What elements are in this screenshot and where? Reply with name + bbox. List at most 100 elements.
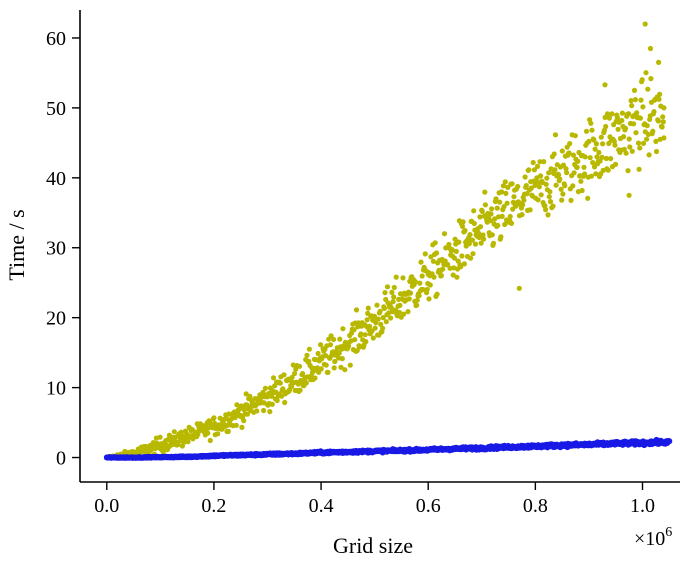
y-tick-label: 30 bbox=[46, 238, 66, 260]
data-point bbox=[315, 350, 321, 357]
data-point bbox=[651, 109, 657, 115]
data-point bbox=[560, 191, 566, 197]
data-point bbox=[380, 315, 386, 321]
data-point bbox=[300, 371, 306, 377]
data-point bbox=[643, 70, 649, 76]
data-point bbox=[470, 251, 476, 257]
data-point bbox=[508, 220, 515, 226]
data-point bbox=[445, 261, 451, 268]
data-point bbox=[476, 234, 482, 241]
x-tick-label: 0.8 bbox=[523, 495, 548, 517]
data-point bbox=[587, 155, 593, 161]
data-point bbox=[303, 380, 309, 386]
data-point bbox=[489, 232, 495, 238]
data-point bbox=[312, 375, 318, 381]
data-point bbox=[497, 199, 503, 205]
data-point bbox=[642, 21, 648, 27]
data-point bbox=[433, 250, 440, 256]
data-point bbox=[381, 305, 387, 311]
data-point bbox=[493, 196, 499, 202]
data-point bbox=[657, 91, 663, 97]
data-point bbox=[538, 192, 544, 198]
data-point bbox=[499, 213, 505, 219]
data-point bbox=[562, 183, 568, 189]
data-point bbox=[622, 125, 629, 131]
data-point bbox=[499, 189, 505, 195]
data-point bbox=[581, 164, 587, 170]
data-point bbox=[375, 316, 381, 322]
data-point bbox=[362, 332, 368, 338]
data-point bbox=[185, 439, 191, 445]
y-tick-label: 40 bbox=[46, 168, 66, 190]
data-point bbox=[608, 156, 614, 162]
data-point bbox=[633, 130, 639, 136]
data-point bbox=[262, 385, 268, 391]
data-point bbox=[505, 184, 511, 190]
data-point bbox=[647, 45, 654, 52]
data-point bbox=[559, 197, 565, 203]
data-point bbox=[225, 428, 231, 434]
data-point bbox=[511, 194, 517, 200]
data-point bbox=[632, 97, 639, 103]
data-point bbox=[233, 422, 239, 428]
data-point bbox=[495, 222, 501, 228]
data-point bbox=[619, 110, 626, 116]
y-tick-label: 20 bbox=[46, 308, 66, 330]
data-point bbox=[644, 136, 650, 142]
data-point bbox=[585, 195, 591, 201]
data-point bbox=[589, 127, 595, 133]
series-1 bbox=[103, 436, 673, 461]
data-point bbox=[297, 387, 303, 393]
data-point bbox=[243, 391, 249, 397]
data-point bbox=[440, 266, 446, 272]
data-point bbox=[502, 179, 508, 185]
data-point bbox=[418, 259, 424, 265]
data-point bbox=[391, 294, 397, 300]
data-point bbox=[579, 187, 585, 194]
data-point bbox=[454, 274, 460, 280]
data-point bbox=[582, 154, 588, 160]
data-point bbox=[600, 141, 606, 147]
x-tick-label: 0.0 bbox=[94, 495, 119, 517]
data-point bbox=[575, 158, 581, 164]
data-point bbox=[656, 96, 662, 102]
data-point bbox=[469, 237, 475, 243]
x-tick-label: 0.4 bbox=[309, 495, 334, 517]
data-point bbox=[520, 202, 526, 208]
data-point bbox=[650, 128, 656, 134]
data-point bbox=[558, 186, 564, 192]
data-point bbox=[653, 148, 660, 155]
data-point bbox=[472, 241, 479, 247]
data-point bbox=[274, 397, 280, 404]
data-point bbox=[534, 163, 541, 169]
data-point bbox=[660, 114, 666, 120]
data-point bbox=[626, 192, 632, 198]
data-point bbox=[352, 337, 358, 343]
data-point bbox=[389, 289, 395, 295]
data-point bbox=[471, 208, 477, 214]
data-point bbox=[380, 325, 386, 331]
data-point bbox=[428, 254, 434, 260]
data-point bbox=[396, 296, 402, 302]
data-point bbox=[544, 175, 550, 181]
data-point bbox=[420, 286, 426, 293]
data-point bbox=[578, 178, 584, 184]
data-point bbox=[353, 307, 360, 313]
data-point bbox=[254, 408, 260, 414]
data-point bbox=[332, 358, 338, 365]
data-point bbox=[547, 199, 554, 205]
data-point bbox=[215, 431, 221, 437]
data-point bbox=[602, 82, 608, 88]
data-point bbox=[468, 255, 474, 261]
data-point bbox=[462, 228, 468, 234]
data-point bbox=[374, 302, 380, 308]
data-point bbox=[416, 293, 422, 299]
data-point bbox=[567, 141, 573, 147]
data-point bbox=[157, 434, 163, 440]
data-point bbox=[492, 216, 498, 222]
data-point bbox=[564, 170, 570, 176]
data-point bbox=[480, 232, 486, 238]
data-point bbox=[309, 369, 316, 375]
data-point bbox=[388, 305, 394, 311]
data-point bbox=[327, 342, 334, 348]
